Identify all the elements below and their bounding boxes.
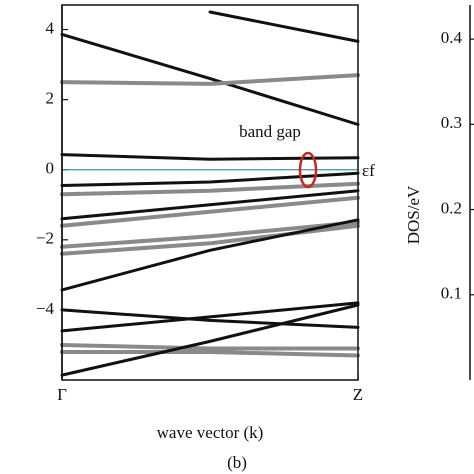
band	[208, 10, 360, 43]
band	[60, 223, 360, 256]
band	[60, 301, 360, 333]
band	[60, 153, 360, 161]
band-gap-label: band gap	[239, 122, 301, 141]
y-tick-label: −2	[36, 229, 54, 248]
caption: (b)	[227, 453, 247, 472]
y-tick-label: 0.2	[441, 198, 462, 217]
band	[60, 171, 360, 187]
x-tick-label: Z	[353, 385, 363, 404]
y-tick-label: 0.4	[441, 28, 463, 47]
band	[60, 195, 360, 228]
plot-frame	[61, 4, 359, 381]
y-tick-label: 2	[46, 89, 55, 108]
y-tick-label: 4	[46, 18, 55, 37]
band	[60, 73, 360, 86]
y-tick-label: 0	[46, 159, 55, 178]
band	[60, 189, 360, 221]
band	[60, 32, 360, 126]
y-tick-label: 0.3	[441, 113, 462, 132]
y-axis-label: DOS/eV	[404, 185, 423, 244]
x-axis-label: wave vector (k)	[157, 423, 264, 442]
band	[60, 308, 360, 329]
band	[60, 220, 360, 249]
fermi-label: εf	[362, 161, 375, 180]
y-tick-label: 0.1	[441, 284, 462, 303]
band	[60, 303, 360, 377]
band	[60, 350, 360, 358]
y-tick-label: −4	[36, 299, 55, 318]
band-gap-marker	[298, 151, 318, 189]
band	[60, 343, 360, 351]
band	[60, 218, 360, 292]
x-tick-label: Γ	[57, 385, 67, 404]
